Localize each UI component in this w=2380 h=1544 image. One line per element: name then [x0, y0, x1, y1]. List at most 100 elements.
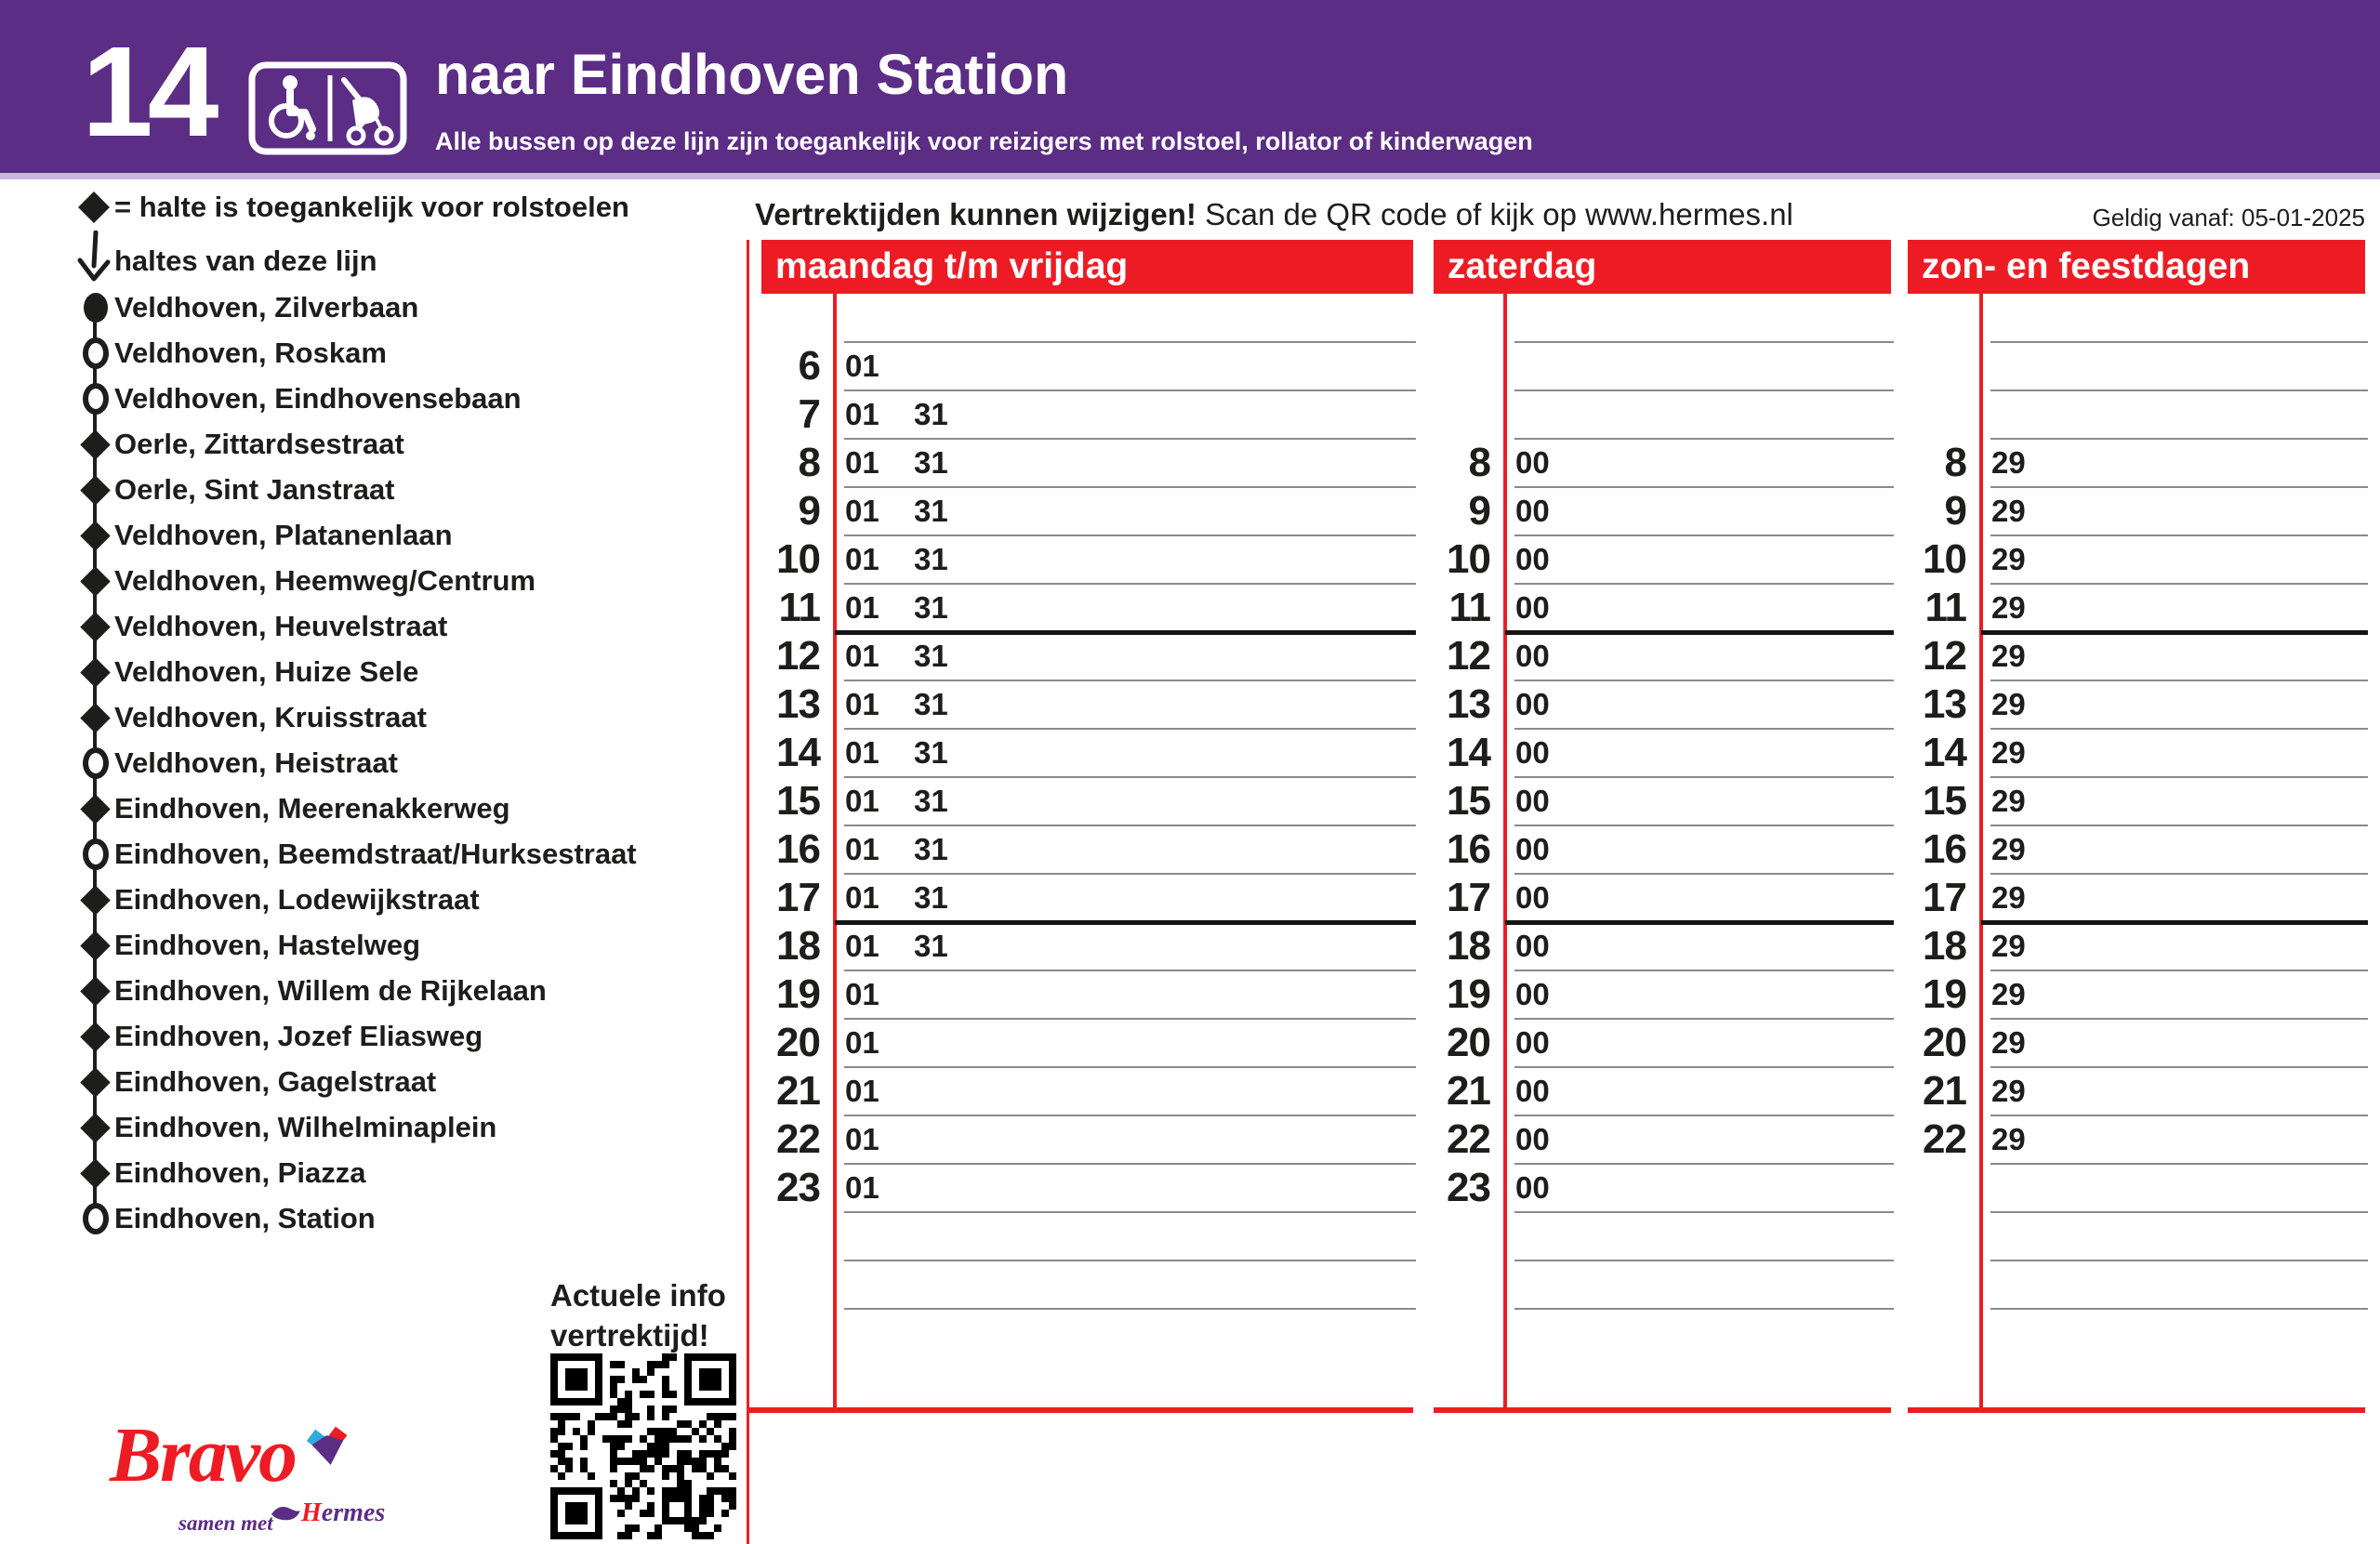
hour-label: 15: [1923, 778, 1967, 824]
hour-label: 8: [1468, 440, 1491, 485]
stop-name: Eindhoven, Willem de Rijkelaan: [114, 974, 547, 1007]
minute-value: 29: [1991, 590, 2026, 625]
row-line: [844, 1211, 1416, 1213]
row-line: [1990, 583, 2368, 585]
minute-value: 29: [1991, 929, 2026, 963]
minute-value: 31: [914, 397, 948, 431]
row-line: [1990, 438, 2368, 440]
hour-label: 7: [798, 391, 821, 437]
stop-name: Veldhoven, Roskam: [114, 337, 387, 369]
legend-wheelchair-note: = halte is toegankelijk voor rolstoelen: [114, 191, 629, 223]
hour-label: 19: [1447, 971, 1491, 1017]
minute-value: 01: [845, 1074, 879, 1108]
minute-value: 01: [845, 445, 879, 480]
row-line: [1990, 534, 2368, 536]
legend-stops-note: haltes van deze lijn: [114, 244, 377, 277]
minute-value: 00: [1515, 1074, 1550, 1108]
row-line: [844, 486, 1416, 488]
hour-label: 16: [1923, 826, 1967, 872]
row-line: [1990, 1211, 2368, 1213]
stop-name: Veldhoven, Heuvelstraat: [114, 610, 448, 642]
row-line: [1514, 438, 1894, 440]
stop-name: Eindhoven, Beemdstraat/Hurksestraat: [114, 838, 637, 870]
row-line: [844, 873, 1416, 875]
notice-bold: Vertrektijden kunnen wijzigen!: [755, 197, 1197, 231]
diamond-icon: [78, 1060, 112, 1104]
row-line: [1990, 680, 2368, 681]
hour-minute-divider: [1979, 294, 1983, 1410]
column-bottom-rule: [748, 1407, 1413, 1413]
hour-label: 10: [1923, 536, 1967, 582]
minute-value: 01: [845, 1025, 879, 1060]
notice-regular: Scan de QR code of kijk op www.hermes.nl: [1196, 197, 1793, 231]
filled-circle-icon: [78, 285, 112, 330]
stop-name: Oerle, Zittardsestraat: [114, 428, 404, 460]
diamond-icon: [78, 559, 112, 603]
hour-label: 14: [1923, 730, 1967, 775]
stop-name: Eindhoven, Lodewijkstraat: [114, 883, 480, 916]
minute-value: 01: [845, 929, 879, 963]
stop-name: Veldhoven, Kruisstraat: [114, 701, 427, 733]
row-line: [1990, 341, 2368, 343]
diamond-icon: [78, 786, 112, 831]
minute-value: 29: [1991, 542, 2026, 576]
open-circle-icon: [78, 832, 112, 877]
row-line: [1514, 1211, 1894, 1213]
diamond-icon: [78, 969, 112, 1013]
hour-label: 21: [1447, 1068, 1491, 1114]
stop-name: Eindhoven, Wilhelminaplein: [114, 1111, 497, 1143]
row-line: [1514, 680, 1894, 681]
minute-value: 01: [845, 1122, 879, 1156]
row-line: [1514, 873, 1894, 875]
hour-label: 23: [776, 1165, 821, 1210]
row-line: [1514, 583, 1894, 585]
minute-value: 31: [914, 832, 948, 866]
row-line: [1990, 1066, 2368, 1068]
row-line: [1514, 486, 1894, 488]
row-line: [1514, 1115, 1894, 1116]
hour-label: 14: [1447, 730, 1491, 775]
row-line: [844, 1115, 1416, 1116]
hour-label: 10: [1447, 536, 1491, 582]
block-divider-line: [1981, 630, 2368, 635]
row-line: [1514, 1308, 1894, 1310]
minute-value: 00: [1515, 784, 1550, 818]
diamond-icon: [78, 422, 112, 467]
row-line: [1990, 389, 2368, 391]
legend-diamond-icon: [78, 191, 110, 223]
minute-value: 01: [845, 832, 879, 866]
column-bottom-rule: [1908, 1407, 2365, 1413]
hour-label: 13: [1447, 681, 1491, 727]
diamond-icon: [78, 604, 112, 649]
hour-label: 20: [776, 1020, 821, 1065]
hour-label: 21: [776, 1068, 821, 1114]
hour-label: 16: [1447, 826, 1491, 872]
row-line: [1514, 776, 1894, 778]
minute-value: 00: [1515, 687, 1550, 721]
hour-label: 11: [1924, 585, 1967, 630]
minute-value: 00: [1515, 1025, 1550, 1060]
row-line: [1990, 1163, 2368, 1165]
minute-value: 01: [845, 784, 879, 818]
minute-value: 29: [1991, 1122, 2026, 1156]
minute-value: 31: [914, 929, 948, 963]
qr-code: [550, 1353, 736, 1539]
hour-label: 17: [1447, 875, 1491, 920]
minute-value: 00: [1515, 929, 1550, 963]
diamond-icon: [78, 923, 112, 968]
row-line: [844, 680, 1416, 681]
hour-label: 17: [776, 875, 821, 920]
hermes-swoosh-icon: [271, 1507, 300, 1521]
row-line: [1514, 341, 1894, 343]
minute-value: 00: [1515, 1170, 1550, 1205]
row-line: [844, 1163, 1416, 1165]
row-line: [844, 341, 1416, 343]
row-line: [1990, 1260, 2368, 1261]
row-line: [1990, 486, 2368, 488]
row-line: [1514, 728, 1894, 730]
row-line: [1990, 825, 2368, 826]
minute-value: 01: [845, 542, 879, 576]
minute-value: 01: [845, 494, 879, 528]
row-line: [844, 438, 1416, 440]
